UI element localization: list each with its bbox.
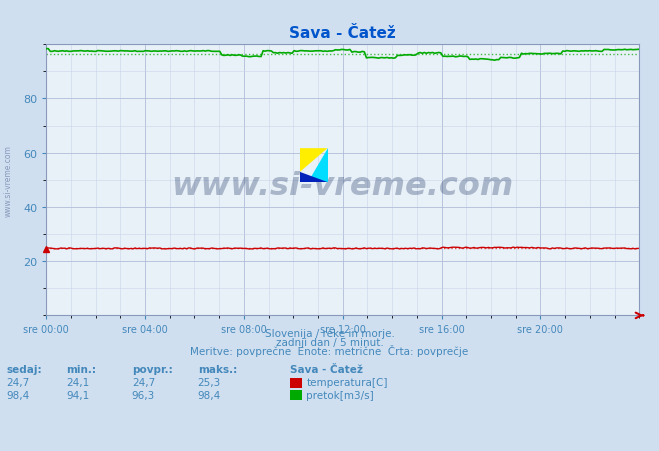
Text: Sava - Čatež: Sava - Čatež xyxy=(290,364,363,374)
Polygon shape xyxy=(308,149,328,183)
Text: 25,3: 25,3 xyxy=(198,377,221,387)
Text: zadnji dan / 5 minut.: zadnji dan / 5 minut. xyxy=(275,337,384,347)
Text: min.:: min.: xyxy=(66,364,96,374)
Text: 24,7: 24,7 xyxy=(7,377,30,387)
Text: temperatura[C]: temperatura[C] xyxy=(306,377,388,387)
Text: www.si-vreme.com: www.si-vreme.com xyxy=(4,144,13,216)
Text: Slovenija / reke in morje.: Slovenija / reke in morje. xyxy=(264,328,395,338)
Text: 98,4: 98,4 xyxy=(7,390,30,400)
Text: pretok[m3/s]: pretok[m3/s] xyxy=(306,390,374,400)
Polygon shape xyxy=(300,149,328,172)
Text: 96,3: 96,3 xyxy=(132,390,155,400)
Text: povpr.:: povpr.: xyxy=(132,364,173,374)
Text: 24,7: 24,7 xyxy=(132,377,155,387)
Text: Meritve: povprečne  Enote: metrične  Črta: povprečje: Meritve: povprečne Enote: metrične Črta:… xyxy=(190,344,469,356)
Text: sedaj:: sedaj: xyxy=(7,364,42,374)
Text: 98,4: 98,4 xyxy=(198,390,221,400)
Text: maks.:: maks.: xyxy=(198,364,237,374)
Title: Sava - Čatež: Sava - Čatež xyxy=(289,26,396,41)
Text: 24,1: 24,1 xyxy=(66,377,89,387)
Text: 94,1: 94,1 xyxy=(66,390,89,400)
Polygon shape xyxy=(300,172,328,183)
Text: www.si-vreme.com: www.si-vreme.com xyxy=(171,170,514,201)
